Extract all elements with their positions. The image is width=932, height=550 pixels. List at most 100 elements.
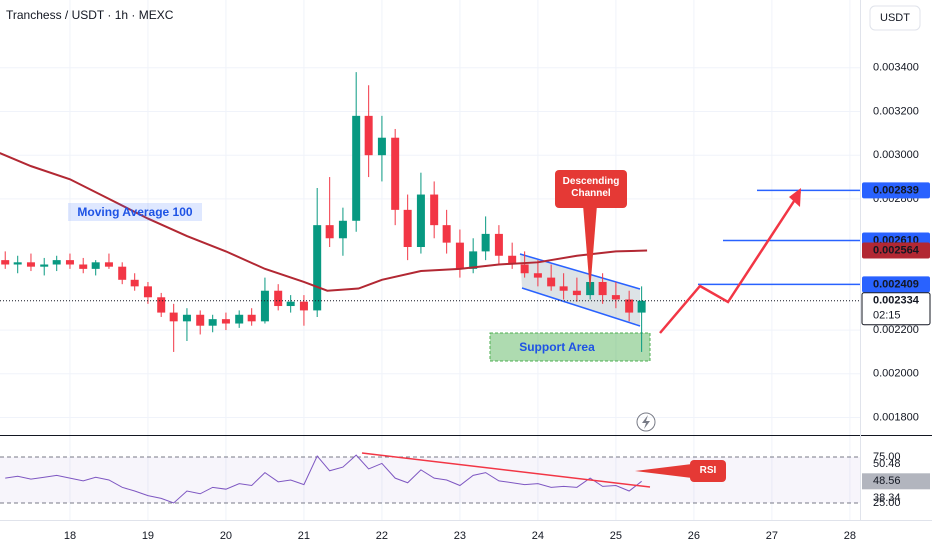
- x-tick-label: 19: [142, 530, 154, 542]
- x-tick-label: 21: [298, 530, 310, 542]
- y-tick-label: 0.003000: [873, 149, 919, 161]
- candle-body: [455, 242, 464, 269]
- candle-body: [559, 286, 568, 291]
- candle-body: [169, 312, 178, 322]
- candle-body: [442, 225, 451, 243]
- candle-body: [416, 194, 425, 248]
- candle-body: [26, 262, 35, 267]
- y-tick-label: 0.002200: [873, 324, 919, 336]
- candle-body: [520, 264, 529, 274]
- candle-body: [52, 260, 61, 265]
- candle-body: [403, 209, 412, 248]
- channel-fill: [520, 254, 640, 326]
- candle-body: [533, 273, 542, 278]
- candle-body: [299, 301, 308, 311]
- candle-body: [325, 225, 334, 239]
- candle-body: [143, 286, 152, 298]
- price-label-box: [861, 292, 931, 326]
- candle-body: [598, 281, 607, 296]
- rsi-tick-label: 75.00: [873, 451, 901, 463]
- candle-body: [274, 290, 283, 307]
- y-tick-label: 0.002000: [873, 368, 919, 380]
- price-label: 0.002334: [873, 295, 920, 307]
- price-label-box: [862, 242, 930, 259]
- candle-body: [313, 225, 322, 311]
- price-label-box: [862, 182, 930, 199]
- grid: [0, 0, 860, 520]
- x-tick-label: 20: [220, 530, 232, 542]
- candle-body: [352, 115, 361, 221]
- candle-body: [196, 314, 205, 326]
- flash-icon[interactable]: [636, 412, 656, 432]
- price-label: 0.002839: [873, 184, 919, 196]
- candle-body: [247, 314, 256, 322]
- support-annotation: Support Area: [519, 340, 595, 354]
- x-tick-label: 26: [688, 530, 700, 542]
- candle-body: [377, 137, 386, 156]
- plot: [0, 72, 860, 504]
- price-label: 0.002564: [873, 244, 920, 256]
- x-tick-label: 27: [766, 530, 778, 542]
- rsi-annotation: RSI: [690, 460, 726, 482]
- callout-pointer: [583, 205, 597, 292]
- x-tick-label: 24: [532, 530, 544, 542]
- candle-body: [430, 194, 439, 226]
- candle-body: [391, 137, 400, 210]
- channel-annotation: Descending Channel: [555, 170, 627, 208]
- candle-body: [611, 295, 620, 300]
- candle-body: [65, 260, 74, 265]
- candle-body: [494, 233, 503, 256]
- chart-title: Tranchess / USDT · 1h · MEXC: [6, 8, 174, 22]
- candle-body: [338, 220, 347, 239]
- candle-body: [481, 233, 490, 252]
- candle-body: [364, 115, 373, 156]
- countdown: 02:15: [873, 310, 901, 322]
- candle-body: [572, 290, 581, 296]
- y-tick-label: 0.003400: [873, 62, 919, 74]
- y-tick-label: 0.003200: [873, 105, 919, 117]
- price-label: 0.002409: [873, 278, 919, 290]
- candle-body: [130, 279, 139, 287]
- channel-upper: [519, 253, 641, 290]
- x-tick-label: 23: [454, 530, 466, 542]
- candle-body: [221, 319, 230, 324]
- projection-path: [659, 191, 802, 334]
- rsi-line: [5, 454, 642, 504]
- x-tick-label: 25: [610, 530, 622, 542]
- candle-body: [182, 314, 191, 322]
- currency-button[interactable]: [869, 5, 921, 31]
- candle-body: [157, 297, 166, 313]
- channel-lower: [521, 287, 641, 327]
- rsi-band: [0, 456, 860, 503]
- rsi-level-label: 48.56: [873, 475, 901, 487]
- support-area: [489, 332, 651, 362]
- candle-body: [260, 290, 269, 322]
- axis: 18 19 20 21 22 23 24 25 26 27 28 0.003400 0.003200 0.…: [64, 62, 931, 542]
- candle-body: [208, 319, 217, 326]
- currency-label[interactable]: USDT: [880, 12, 910, 24]
- rsi-trendline: [361, 452, 651, 488]
- rsi-level-label: 38.34: [873, 492, 901, 504]
- flash-glyph: [642, 415, 650, 429]
- candle-body: [91, 262, 100, 269]
- ma-annotation: Moving Average 100: [68, 203, 202, 221]
- x-tick-label: 28: [844, 530, 856, 542]
- candle-body: [79, 264, 88, 269]
- x-tick-label: 22: [376, 530, 388, 542]
- candle-body: [104, 262, 113, 267]
- candle-body: [508, 255, 517, 265]
- candle-body: [547, 277, 556, 287]
- rsi-callout-pointer: [635, 464, 692, 478]
- candle-body: [469, 251, 478, 269]
- candle-body: [235, 314, 244, 324]
- moving-average-line: [0, 152, 648, 292]
- candle-body: [40, 264, 49, 267]
- candle-body: [625, 299, 634, 313]
- rsi-level-label: 50.48: [873, 458, 901, 470]
- rsi-tick-label: 25.00: [873, 497, 901, 509]
- price-label-box: [862, 276, 930, 293]
- x-tick-label: 18: [64, 530, 76, 542]
- candle-body: [637, 300, 646, 313]
